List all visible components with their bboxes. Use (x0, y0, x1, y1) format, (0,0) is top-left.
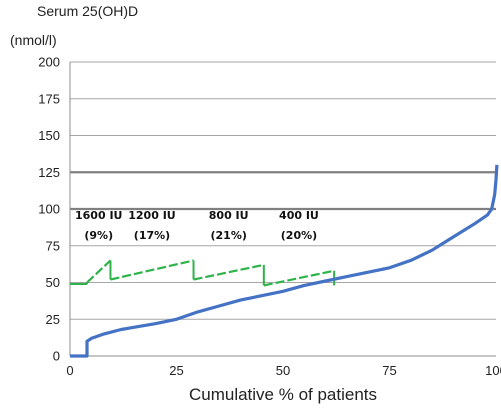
y-axis-title-line2: (nmol/l) (10, 32, 57, 48)
y-tick-label: 125 (38, 165, 60, 180)
y-tick-label: 25 (46, 312, 60, 327)
reference-lines (70, 171, 496, 211)
x-axis-title: Cumulative % of patients (189, 385, 377, 404)
supplement-series (70, 259, 336, 287)
y-axis-title-line1: Serum 25(OH)D (37, 3, 139, 19)
dose-segment (193, 263, 265, 281)
y-tick-label: 50 (46, 275, 60, 290)
y-tick-label: 100 (38, 202, 60, 217)
x-tick-label: 75 (382, 363, 396, 378)
axes (69, 62, 496, 357)
y-tick-label: 150 (38, 128, 60, 143)
dose-label: 1600 IU (75, 209, 122, 222)
y-tick-label: 0 (53, 349, 60, 364)
dose-share-label: (21%) (210, 229, 246, 242)
y-tick-label: 75 (46, 238, 60, 253)
dose-share-label: (9%) (84, 229, 113, 242)
dose-share-label: (20%) (281, 229, 317, 242)
y-tick-label: 175 (38, 91, 60, 106)
x-tick-label: 100 (485, 363, 501, 378)
x-tick-label: 50 (276, 363, 290, 378)
patients-line (70, 164, 499, 358)
dose-share-label: (17%) (134, 229, 170, 242)
dose-label: 800 IU (209, 209, 249, 222)
y-tick-label: 200 (38, 55, 60, 70)
x-tick-labels: 0 25 50 75 100 (66, 363, 501, 378)
patients-series (70, 164, 499, 358)
x-tick-label: 25 (169, 363, 183, 378)
x-tick-label: 0 (66, 363, 73, 378)
grid-lines (70, 61, 496, 320)
dose-label: 400 IU (279, 209, 319, 222)
dose-segment (86, 259, 112, 284)
dose-label: 1200 IU (128, 209, 175, 222)
dose-segment (110, 259, 194, 281)
y-tick-labels: 0 25 50 75 100 125 150 175 200 (38, 55, 60, 364)
dose-segment (263, 269, 335, 287)
dose-annotations: 1600 IU (9%) 1200 IU (17%) 800 IU (21%) 400 IU… (75, 209, 319, 242)
